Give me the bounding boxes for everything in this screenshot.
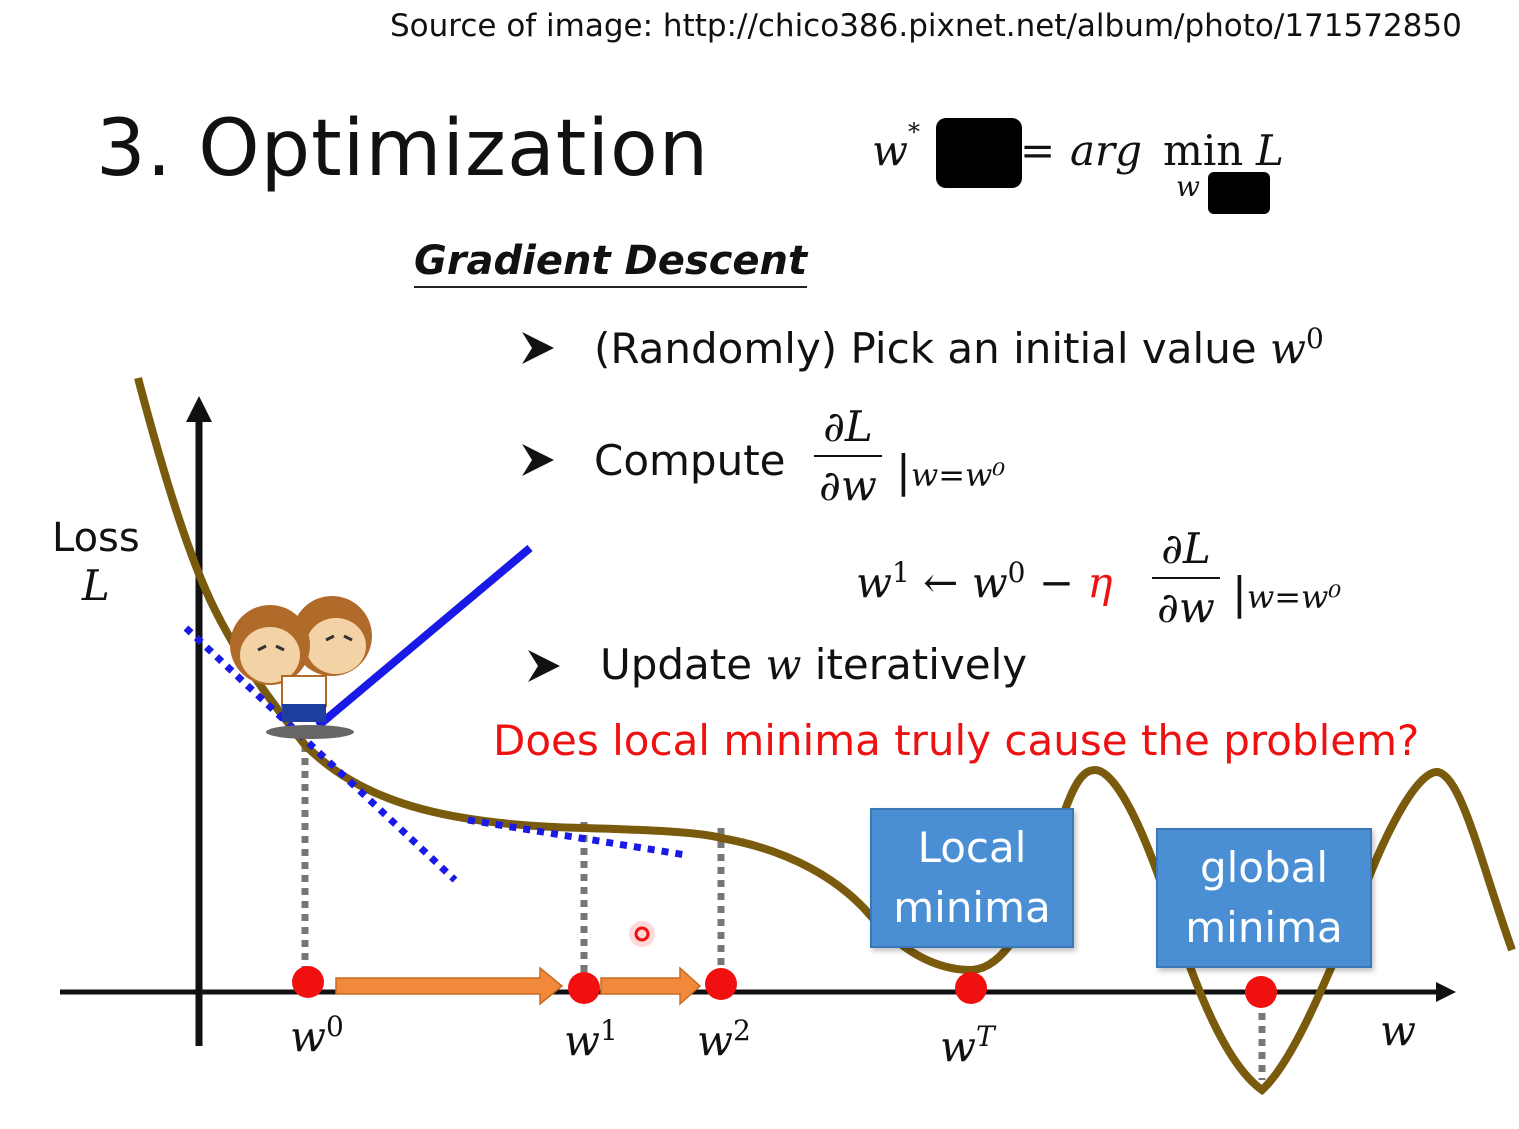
label-w1-sup: 1 [599,1014,618,1047]
point-w2 [705,968,737,1000]
y-axis-arrowhead [186,396,212,422]
fraction-bar [814,455,882,457]
local-minima-question: Does local minima truly cause the proble… [493,716,1420,765]
bullet-compute-label: Compute [594,436,786,485]
objective-min: min [1163,126,1244,175]
label-w0: w0 [290,1010,344,1061]
label-wT-base: w [940,1022,976,1071]
update-fraction-bar [1152,577,1220,579]
point-w1 [568,972,600,1004]
update-condition: |w=w⁰ [1232,568,1341,619]
section-title: Gradient Descent [414,238,808,288]
y-axis-label-L: L [81,561,110,610]
slide-title: 3. Optimization [96,104,710,194]
point-global [1245,976,1277,1008]
bullet-3-math: w [765,640,802,689]
global-minima-line2: minima [1185,903,1343,952]
label-w1-base: w [564,1016,600,1065]
label-w2-sup: 2 [732,1014,751,1047]
y-axis-label: Loss L [52,515,140,610]
label-w2-base: w [697,1016,733,1065]
update-fraction-denominator: ∂w [1157,583,1215,632]
bullet-arrow-icon [522,332,554,364]
gradient-line [315,544,533,730]
update-fraction-numerator: ∂L [1161,524,1211,573]
bullet-1-text: (Randomly) Pick an initial value [594,324,1270,373]
objective-formula: w* [872,118,920,175]
local-minima-box: Local minima [870,808,1074,948]
bullet-pick-initial: (Randomly) Pick an initial value w0 [594,322,1324,373]
label-w0-base: w [290,1012,326,1061]
objective-arg: arg [1070,126,1143,175]
update-eta: η [1087,558,1113,607]
objective-lhs: w [872,126,908,175]
cursor-indicator-ring [634,926,650,942]
point-wT [955,972,987,1004]
bullet-arrow-icon [522,444,554,476]
redaction-block [936,118,1022,188]
condition-bar: | [896,446,911,497]
fraction-denominator: ∂w [819,461,877,510]
bullet-compute-fraction: ∂L ∂w [814,402,882,510]
global-minima-line1: global [1199,843,1329,892]
point-w0 [292,966,324,998]
condition-subscript: w=w⁰ [910,456,1006,494]
tangent-line-plateau [467,816,687,859]
bullet-3-text: Update [600,640,766,689]
update-condition-bar: | [1232,568,1247,619]
x-axis-arrowhead [1436,982,1456,1002]
redaction-block-small [1208,172,1270,214]
objective-rhs: L [1256,126,1284,175]
update-arrow: ← [923,558,959,607]
cursor-indicator [629,921,655,947]
update-condition-subscript: w=w⁰ [1246,578,1342,616]
update-w0-sup: 0 [1007,556,1026,589]
objective-equals: = [1020,126,1056,175]
update-fraction: ∂L ∂w [1152,524,1220,632]
update-w1-sup: 1 [891,556,910,589]
bullet-arrow-icon [528,650,560,682]
objective-min-sub: w [1176,170,1200,203]
tangent-line-w0 [183,625,458,883]
global-minima-box: global minima [1156,828,1372,968]
bullet-3-after: iteratively [801,640,1028,689]
local-minima-line1: Local [917,823,1027,872]
step-arrow-w0-w1 [335,966,564,1006]
label-w0-sup: 0 [325,1010,344,1043]
image-source-text: Source of image: http://chico386.pixnet.… [390,8,1462,44]
monkey-character-icon [230,596,372,739]
update-minus: − [1038,558,1075,607]
update-w1: w [856,558,892,607]
label-wT-sup: T [975,1020,995,1053]
bullet-1-sup: 0 [1305,322,1324,355]
update-rule-lhs: w1 ← w0 − η [856,556,1113,607]
label-wT: wT [940,1020,995,1071]
label-w2: w2 [697,1014,751,1065]
bullet-update-iteratively: Update w iteratively [600,640,1027,689]
bullet-compute-condition: |w=w⁰ [896,446,1005,497]
update-w0: w [971,558,1008,607]
local-minima-line2: minima [893,883,1051,932]
y-axis-label-loss: Loss [52,515,140,561]
step-arrow-w1-w2 [600,966,702,1006]
x-axis-label: w [1380,1006,1416,1055]
fraction-numerator: ∂L [823,402,873,451]
label-w1: w1 [564,1014,618,1065]
objective-lhs-sup: * [907,118,920,146]
bullet-1-math: w [1270,324,1306,373]
